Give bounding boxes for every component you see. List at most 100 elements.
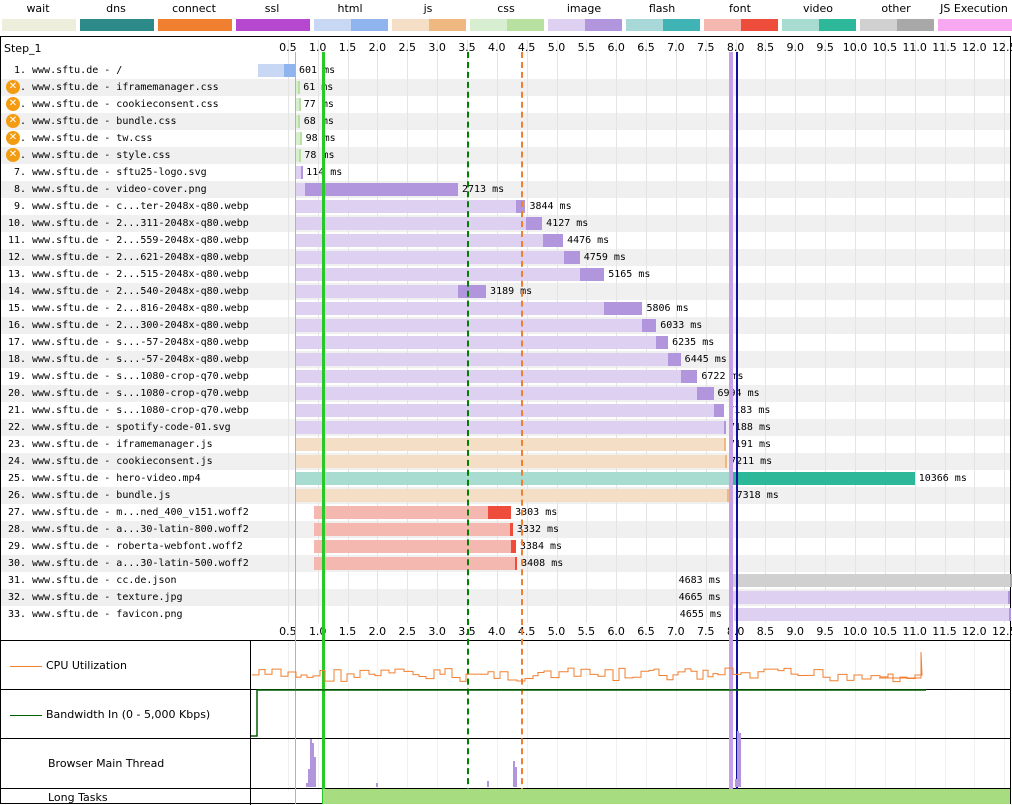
request-bar-download (1010, 574, 1012, 587)
request-label[interactable]: 25. www.sftu.de - hero-video.mp4 (0, 470, 250, 487)
axis-tick-bottom: 2.5 (398, 625, 417, 638)
request-label[interactable]: 19. www.sftu.de - s...1080-crop-q70.webp (0, 368, 250, 385)
request-bar-download (283, 64, 295, 77)
request-bar-wait (295, 149, 299, 162)
request-label[interactable]: 15. www.sftu.de - 2...816-2048x-q80.webp (0, 300, 250, 317)
request-label[interactable]: 30. www.sftu.de - a...30-latin-500.woff2 (0, 555, 250, 572)
axis-tick-top: 11.5 (932, 41, 957, 54)
request-bar-download (1007, 591, 1011, 604)
grid-line (974, 40, 976, 623)
request-url: www.sftu.de - cookieconsent.js (26, 456, 213, 467)
request-label[interactable]: 9. www.sftu.de - c...ter-2048x-q80.webp (0, 198, 250, 215)
axis-tick-bottom: 2.0 (368, 625, 387, 638)
legend-label: js (423, 2, 433, 15)
request-label[interactable]: 6. www.sftu.de - style.css (0, 147, 250, 164)
request-bar-download (515, 200, 526, 213)
request-url: www.sftu.de - 2...300-2048x-q80.webp (26, 320, 249, 331)
lcp-marker (729, 52, 734, 804)
request-duration: 2713 ms (461, 184, 505, 195)
request-label[interactable]: 3. www.sftu.de - cookieconsent.css (0, 96, 250, 113)
request-label[interactable]: 26. www.sftu.de - bundle.js (0, 487, 250, 504)
request-label[interactable]: 31. www.sftu.de - cc.de.json (0, 572, 250, 589)
request-url: www.sftu.de - 2...515-2048x-q80.webp (26, 269, 249, 280)
request-label[interactable]: 5. www.sftu.de - tw.css (0, 130, 250, 147)
axis-tick-bottom: 6.0 (607, 625, 625, 638)
axis-tick-top: 11.0 (902, 41, 927, 54)
request-label[interactable]: 13. www.sftu.de - 2...515-2048x-q80.webp (0, 266, 250, 283)
request-url: www.sftu.de - hero-video.mp4 (26, 473, 201, 484)
grid-line (496, 641, 498, 791)
request-label[interactable]: 11. www.sftu.de - 2...559-2048x-q80.webp (0, 232, 250, 249)
request-url: www.sftu.de - bundle.js (26, 490, 171, 501)
request-number: 15. (7, 303, 26, 314)
request-label[interactable]: 2. www.sftu.de - iframemanager.css (0, 79, 250, 96)
main-thread-activity (306, 783, 308, 787)
axis-tick-top: 3.5 (458, 41, 476, 54)
request-url: www.sftu.de - 2...540-2048x-q80.webp (26, 286, 249, 297)
request-label[interactable]: 21. www.sftu.de - s...1080-crop-q70.webp (0, 402, 250, 419)
request-duration: 4476 ms (567, 235, 610, 246)
axis-tick-top: 10.5 (872, 41, 898, 54)
legend-label: JS Execution (940, 2, 1008, 15)
request-duration: 4683 ms (678, 575, 721, 586)
request-label[interactable]: 12. www.sftu.de - 2...621-2048x-q80.webp (0, 249, 250, 266)
request-label[interactable]: 10. www.sftu.de - 2...311-2048x-q80.webp (0, 215, 250, 232)
dom-content-loaded-marker (467, 52, 470, 804)
request-duration: 4759 ms (583, 252, 626, 263)
request-label[interactable]: 32. www.sftu.de - texture.jpg (0, 589, 250, 606)
grid-line (1004, 641, 1006, 791)
request-duration: 68 ms (303, 116, 334, 127)
cpu-utilization-label: CPU Utilization (0, 659, 250, 672)
bandwidth-legend-line (10, 714, 42, 716)
request-duration: 4655 ms (679, 609, 722, 620)
axis-tick-top: 2.5 (398, 41, 417, 54)
axis-tick-top: 6.5 (637, 41, 655, 54)
request-bar-download (487, 506, 512, 519)
axis-tick-bottom: 9.0 (786, 625, 805, 638)
axis-tick-top: 1.5 (338, 41, 357, 54)
request-label[interactable]: 22. www.sftu.de - spotify-code-01.svg (0, 419, 250, 436)
request-bar-download (656, 336, 669, 349)
request-duration: 61 ms (303, 82, 334, 93)
request-bar-wait (732, 574, 1011, 587)
request-number: 32. (7, 592, 26, 603)
request-number: 22. (7, 422, 26, 433)
request-number: 9. (13, 201, 26, 212)
request-number: 14. (7, 286, 26, 297)
request-label[interactable]: 8. www.sftu.de - video-cover.png (0, 181, 250, 198)
request-bar-download (511, 540, 516, 553)
request-label[interactable]: 4. www.sftu.de - bundle.css (0, 113, 250, 130)
request-url: www.sftu.de - roberta-webfont.woff2 (26, 541, 243, 552)
grid-line (675, 641, 677, 791)
request-number: 25. (7, 473, 26, 484)
main-thread-activity (735, 779, 737, 787)
request-label[interactable]: 17. www.sftu.de - s...-57-2048x-q80.webp (0, 334, 250, 351)
request-label[interactable]: 1. www.sftu.de - / (0, 62, 250, 79)
grid-line (765, 40, 767, 623)
request-label[interactable]: 27. www.sftu.de - m...ned_400_v151.woff2 (0, 504, 250, 521)
warning-icon: ✕ (6, 80, 20, 94)
legend-label: ssl (264, 2, 280, 15)
request-url: www.sftu.de - cc.de.json (26, 575, 177, 586)
request-label[interactable]: 28. www.sftu.de - a...30-latin-800.woff2 (0, 521, 250, 538)
legend-item-ssl: ssl (234, 0, 312, 32)
request-label[interactable]: 23. www.sftu.de - iframemanager.js (0, 436, 250, 453)
grid-line (765, 641, 767, 791)
request-label[interactable]: 33. www.sftu.de - favicon.png (0, 606, 250, 623)
request-number: 12. (7, 252, 26, 263)
legend-swatch (782, 19, 856, 31)
request-number: 13. (7, 269, 26, 280)
axis-tick-bottom: 9.5 (816, 625, 834, 638)
request-label[interactable]: 20. www.sftu.de - s...1080-crop-q70.webp (0, 385, 250, 402)
request-label[interactable]: 14. www.sftu.de - 2...540-2048x-q80.webp (0, 283, 250, 300)
request-duration: 6722 ms (701, 371, 744, 382)
request-label[interactable]: 24. www.sftu.de - cookieconsent.js (0, 453, 250, 470)
request-url: www.sftu.de - a...30-latin-800.woff2 (26, 524, 249, 535)
request-label[interactable]: 7. www.sftu.de - sftu25-logo.svg (0, 164, 250, 181)
request-label[interactable]: 18. www.sftu.de - s...-57-2048x-q80.webp (0, 351, 250, 368)
dom-interactive-marker (521, 52, 524, 804)
request-label[interactable]: 16. www.sftu.de - 2...300-2048x-q80.webp (0, 317, 250, 334)
request-label[interactable]: 29. www.sftu.de - roberta-webfont.woff2 (0, 538, 250, 555)
request-duration: 601 ms (299, 65, 336, 76)
request-duration: 6994 ms (717, 388, 760, 399)
